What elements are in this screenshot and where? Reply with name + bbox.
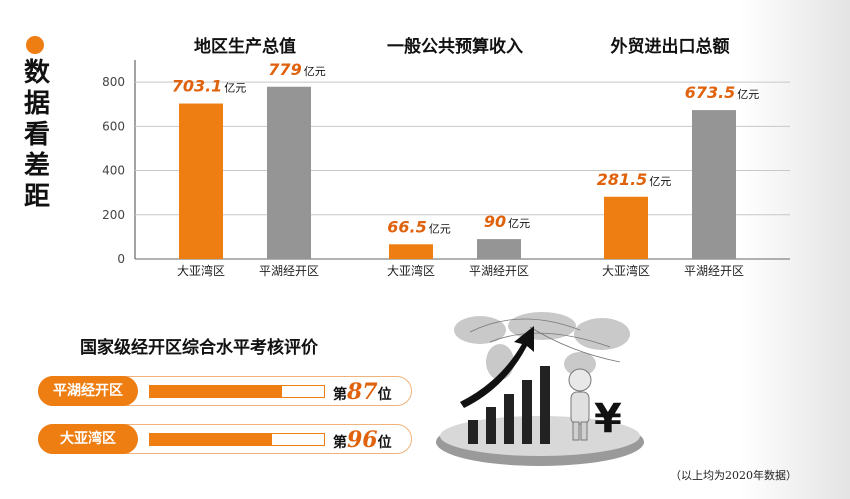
growth-bars (468, 366, 550, 444)
side-title-char: 数 (23, 58, 50, 88)
right-edge-shade (740, 0, 850, 499)
y-tick-label: 200 (102, 208, 125, 222)
y-tick-label: 600 (102, 119, 125, 133)
growth-arrow-icon (460, 326, 534, 408)
bar (477, 239, 521, 259)
data-label: 90 (484, 212, 506, 231)
data-label: 281.5 (597, 170, 648, 189)
rank-prefix: 第 (333, 435, 347, 451)
category-label: 平湖经开区 (469, 263, 529, 278)
yuan-symbol-icon: ¥ (594, 396, 622, 442)
y-tick-label: 0 (117, 252, 125, 266)
rank-number: 87 (347, 379, 378, 405)
data-unit-label: 亿元 (649, 175, 671, 188)
rank-suffix: 位 (377, 387, 392, 403)
data-unit-label: 亿元 (737, 88, 759, 101)
growth-illustration: ¥ (436, 312, 644, 466)
chart-title: 外贸进出口总额 (611, 36, 730, 57)
category-label: 平湖经开区 (684, 263, 744, 278)
rank-suffix: 位 (377, 435, 392, 451)
evaluation-progress-bar (149, 433, 325, 446)
evaluation-rank: 第87位 (333, 378, 392, 409)
bar (604, 196, 648, 259)
bar (692, 110, 736, 259)
rank-prefix: 第 (333, 387, 347, 403)
data-footnote: （以上均为2020年数据） (670, 469, 797, 482)
chart-title: 地区生产总值 (194, 36, 296, 57)
title-bullet-dot (26, 36, 44, 54)
evaluation-row-pinghu: 平湖经开区 第87位 (38, 376, 412, 406)
evaluation-rank: 第96位 (333, 426, 392, 457)
network-lines (469, 318, 621, 363)
data-unit-label: 亿元 (304, 65, 326, 78)
data-label: 779 (268, 60, 301, 79)
category-label: 大亚湾区 (387, 263, 435, 278)
evaluation-progress-fill (150, 386, 283, 397)
side-title-char: 距 (23, 182, 50, 212)
data-unit-label: 亿元 (224, 82, 246, 95)
data-label: 66.5 (387, 217, 426, 236)
evaluation-row-dayawan: 大亚湾区 第96位 (38, 424, 412, 454)
side-title: 数 据 看 差 距 (22, 58, 52, 213)
category-label: 大亚湾区 (177, 263, 225, 278)
evaluation-name-pill: 大亚湾区 (38, 424, 138, 454)
data-label: 703.1 (172, 77, 223, 96)
data-label: 673.5 (685, 83, 736, 102)
rank-number: 96 (347, 427, 378, 453)
y-tick-label: 800 (102, 75, 125, 89)
figure-icon (568, 368, 592, 441)
evaluation-title: 国家级经开区综合水平考核评价 (80, 338, 318, 358)
category-label: 平湖经开区 (259, 263, 319, 278)
evaluation-progress-fill (150, 434, 272, 445)
data-unit-label: 亿元 (508, 217, 530, 230)
bar (179, 103, 223, 260)
side-title-char: 差 (23, 151, 50, 181)
evaluation-progress-bar (149, 385, 325, 398)
category-label: 大亚湾区 (602, 263, 650, 278)
chart-title: 一般公共预算收入 (387, 36, 523, 57)
data-unit-label: 亿元 (429, 222, 451, 235)
y-tick-label: 400 (102, 164, 125, 178)
side-title-char: 据 (23, 89, 50, 119)
bar (389, 244, 433, 259)
evaluation-name-pill: 平湖经开区 (38, 376, 138, 406)
side-title-char: 看 (23, 120, 50, 150)
bar (267, 86, 311, 259)
